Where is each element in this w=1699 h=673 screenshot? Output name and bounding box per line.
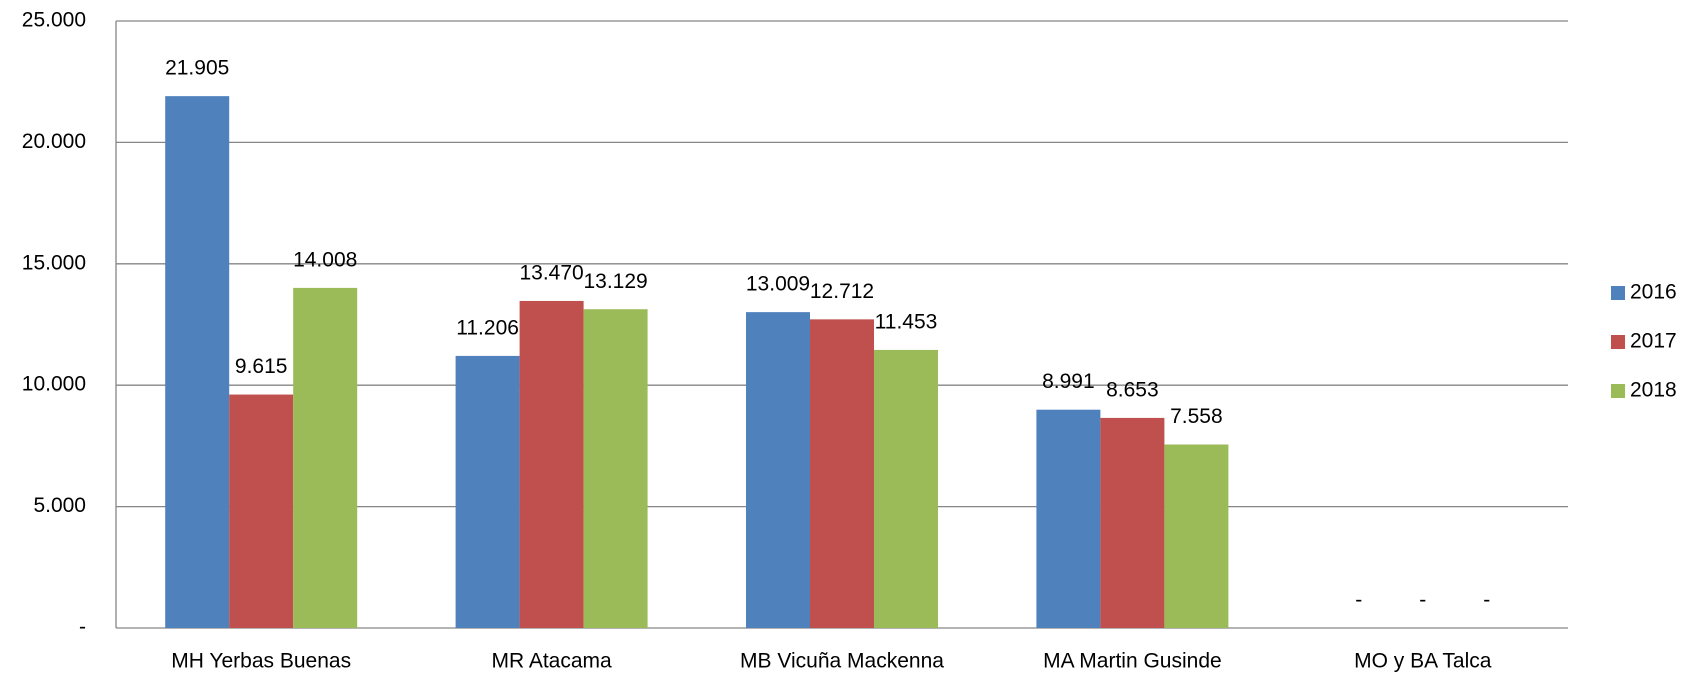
- data-label: 11.453: [875, 310, 938, 333]
- bar: [746, 312, 810, 628]
- bar: [229, 394, 294, 628]
- data-label: 13.470: [519, 261, 583, 284]
- data-label: 12.712: [810, 280, 874, 303]
- data-label: -: [1355, 589, 1362, 612]
- legend-swatch: [1611, 286, 1625, 300]
- bar: [810, 319, 874, 628]
- y-tick-label: 15.000: [22, 251, 86, 274]
- bar: [583, 309, 648, 628]
- bar: [874, 349, 938, 628]
- legend-label: 2018: [1630, 379, 1677, 402]
- legend-label: 2016: [1630, 281, 1677, 304]
- data-label: 7.558: [1170, 405, 1223, 428]
- data-label: 13.009: [746, 273, 810, 296]
- y-tick-label: -: [79, 616, 86, 639]
- x-tick-label: MH Yerbas Buenas: [171, 650, 351, 673]
- bar: [1100, 417, 1165, 628]
- bar: [519, 300, 584, 628]
- x-tick-label: MA Martin Gusinde: [1043, 650, 1222, 673]
- legend-swatch: [1611, 335, 1625, 349]
- bar: [455, 355, 520, 628]
- data-label: 14.008: [293, 248, 357, 271]
- bar: [1036, 409, 1101, 628]
- y-tick-label: 25.000: [22, 9, 86, 32]
- data-label: 8.653: [1106, 378, 1159, 401]
- data-label: -: [1483, 589, 1490, 612]
- x-tick-label: MR Atacama: [491, 650, 612, 673]
- data-label: 8.991: [1042, 370, 1095, 393]
- legend-label: 2017: [1630, 330, 1677, 353]
- data-label: -: [1419, 589, 1426, 612]
- data-label: 21.905: [165, 57, 229, 80]
- data-label: 9.615: [235, 355, 288, 378]
- bar: [165, 96, 230, 628]
- y-tick-label: 5.000: [33, 494, 86, 517]
- bar: [1164, 444, 1229, 628]
- legend-swatch: [1611, 384, 1625, 398]
- x-tick-label: MB Vicuña Mackenna: [740, 650, 944, 673]
- y-tick-label: 20.000: [22, 130, 86, 153]
- data-label: 13.129: [583, 270, 647, 293]
- y-tick-label: 10.000: [22, 373, 86, 396]
- data-label: 11.206: [456, 316, 519, 339]
- x-tick-label: MO y BA Talca: [1354, 650, 1492, 673]
- bar: [293, 287, 358, 628]
